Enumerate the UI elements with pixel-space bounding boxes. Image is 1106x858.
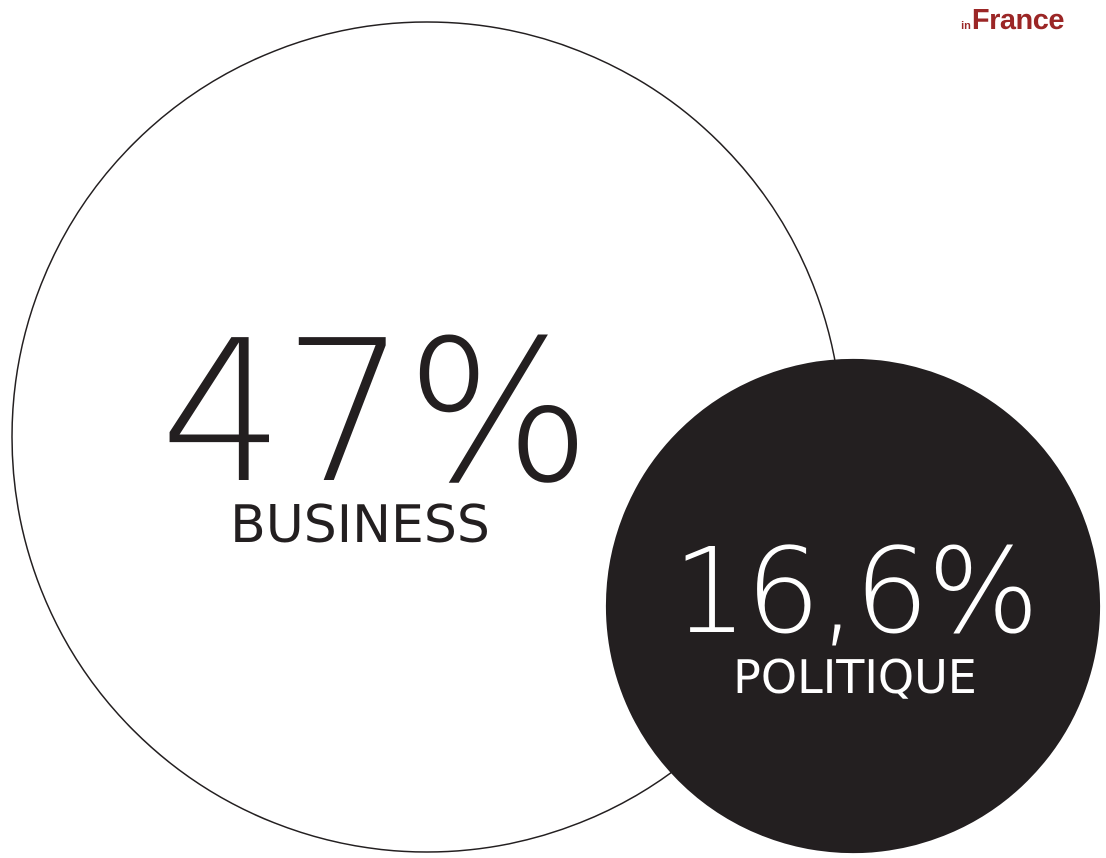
brand-name: France bbox=[971, 4, 1065, 36]
bubble-politique bbox=[605, 358, 1101, 854]
business-value: 47% bbox=[160, 299, 592, 527]
business-label: BUSINESS bbox=[230, 495, 490, 555]
brand-prefix: in bbox=[961, 20, 971, 32]
politique-label: POLITIQUE bbox=[733, 650, 977, 704]
brand-logo: inFrance bbox=[961, 4, 1064, 37]
bubble-label-business: 47% BUSINESS bbox=[160, 299, 592, 555]
politique-value: 16,6% bbox=[672, 522, 1040, 660]
bubble-label-politique: 16,6% POLITIQUE bbox=[655, 532, 1055, 700]
